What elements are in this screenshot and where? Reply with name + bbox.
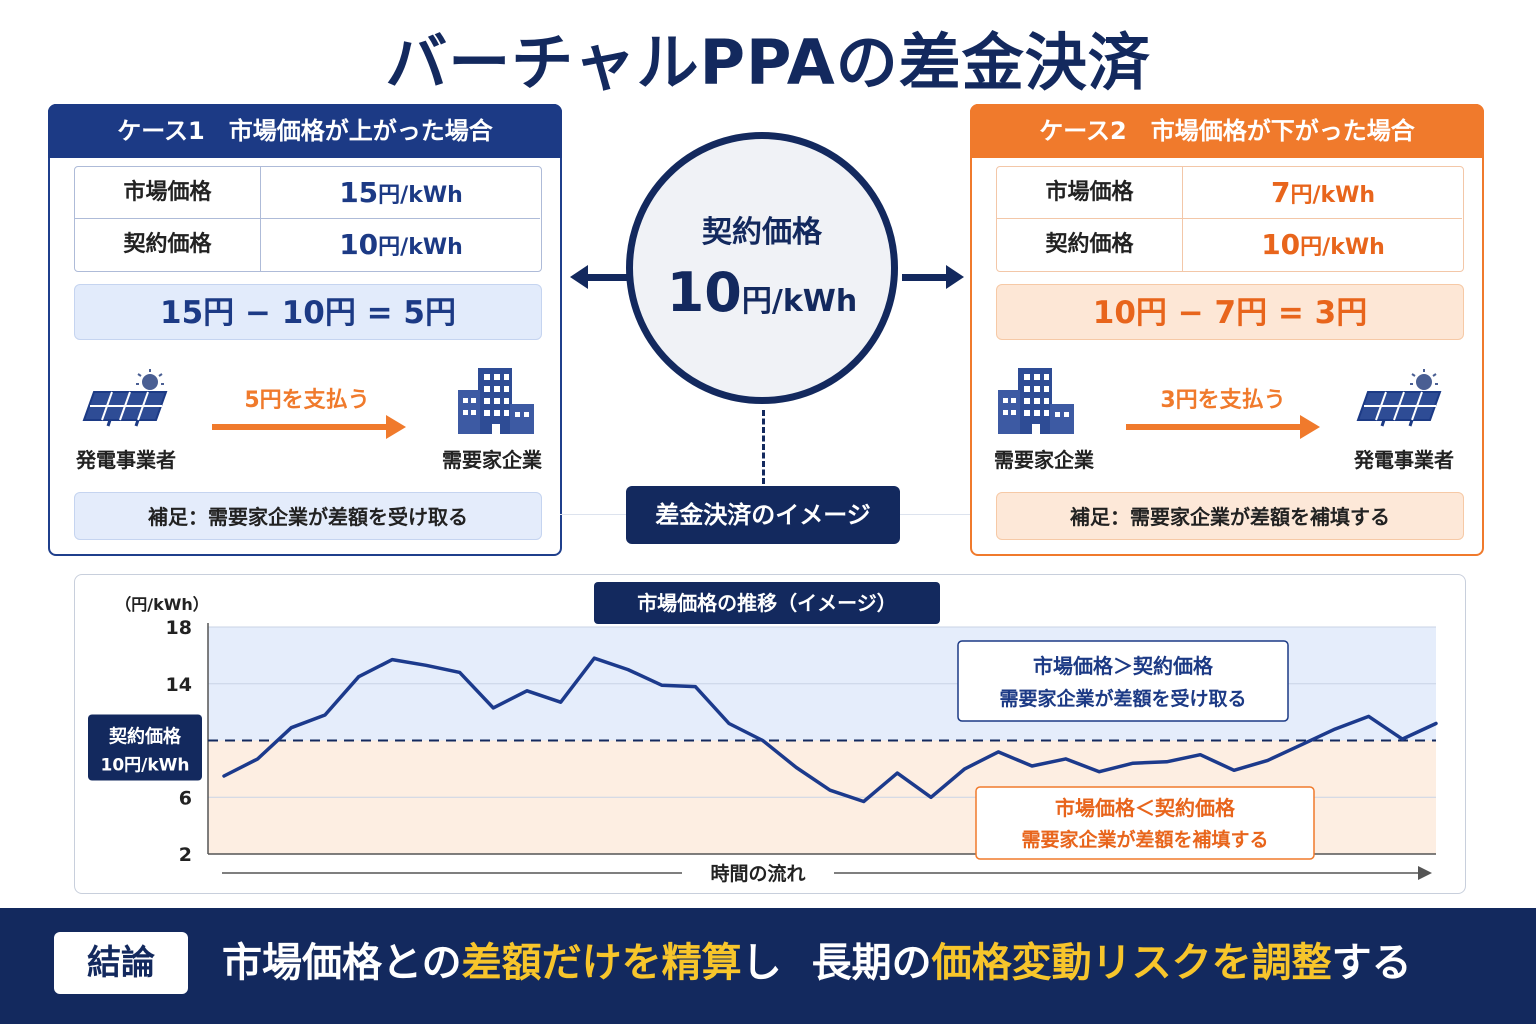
contract-price-badge-label: 契約価格: [108, 726, 182, 748]
case1-note: 補足：需要家企業が差額を受け取る: [74, 492, 542, 540]
center-connector: [762, 410, 765, 484]
conclusion-text: 市場価格との差額だけを精算し 長期の価格変動リスクを調整する: [222, 940, 1412, 986]
case1-contract-label: 契約価格: [75, 219, 261, 271]
market-price-line: [222, 656, 1438, 804]
solar-panel-icon: [82, 369, 168, 427]
case2-market-label: 市場価格: [997, 167, 1183, 219]
case1-from-party: 発電事業者: [76, 448, 176, 472]
left-arrow-icon: [570, 265, 632, 289]
y-axis-label: （円/kWh）: [115, 595, 209, 614]
case1-contract-value: 10円/kWh: [339, 228, 463, 261]
case2-contract-row: 契約価格 10円/kWh: [997, 219, 1462, 271]
conclusion-tag: 結論: [54, 932, 188, 994]
office-building-icon: [458, 368, 534, 434]
conclusion-bar: 結論 市場価格との差額だけを精算し 長期の価格変動リスクを調整する: [0, 908, 1536, 1024]
case2-panel: ケース2 市場価格が下がった場合 市場価格 7円/kWh 契約価格 10円/kW…: [970, 104, 1484, 556]
contract-price-circle: 契約価格 10円/kWh: [626, 132, 898, 404]
case2-payment-label: 3円を支払う: [1160, 388, 1286, 413]
y-tick-label: 2: [179, 844, 192, 866]
left-guide-line: [560, 514, 626, 515]
case2-from-party: 需要家企業: [994, 448, 1094, 472]
case2-note: 補足：需要家企業が差額を補填する: [996, 492, 1464, 540]
office-building-icon: [998, 368, 1074, 434]
settlement-image-tag: 差金決済のイメージ: [626, 486, 900, 544]
case2-contract-label: 契約価格: [997, 219, 1183, 271]
chart-title: 市場価格の推移（イメージ）: [594, 582, 940, 624]
contract-price-badge: [88, 714, 202, 781]
right-guide-line: [900, 514, 970, 515]
case1-contract-row: 契約価格 10円/kWh: [75, 219, 540, 271]
case1-payment-arrow: [212, 415, 406, 439]
case2-contract-value: 10円/kWh: [1261, 228, 1385, 261]
case1-price-table: 市場価格 15円/kWh 契約価格 10円/kWh: [74, 166, 542, 272]
contract-price-badge-value: 10円/kWh: [100, 756, 189, 776]
above-annotation-text: 需要家企業が差額を受け取る: [999, 687, 1246, 710]
case1-formula: 15円 − 10円 = 5円: [74, 284, 542, 340]
y-tick-label: 14: [166, 674, 192, 696]
case1-panel: ケース1 市場価格が上がった場合 市場価格 15円/kWh 契約価格 10円/k…: [48, 104, 562, 556]
case1-payment-label: 5円を支払う: [244, 388, 370, 413]
case2-price-table: 市場価格 7円/kWh 契約価格 10円/kWh: [996, 166, 1464, 272]
above-annotation-box: [957, 640, 1289, 722]
solar-panel-icon: [1356, 369, 1442, 427]
page-title: バーチャルPPAの差金決済: [385, 26, 1151, 99]
below-annotation-box: [975, 786, 1315, 860]
contract-price-label: 契約価格: [702, 215, 822, 250]
time-arrow-head-icon: [1418, 866, 1432, 880]
case2-market-value: 7円/kWh: [1270, 176, 1376, 209]
case2-header: ケース2 市場価格が下がった場合: [970, 104, 1484, 158]
y-tick-label: 18: [166, 617, 192, 639]
case2-market-row: 市場価格 7円/kWh: [997, 167, 1462, 219]
case1-header: ケース1 市場価格が上がった場合: [48, 104, 562, 158]
case2-formula: 10円 − 7円 = 3円: [996, 284, 1464, 340]
case1-market-value: 15円/kWh: [339, 176, 463, 209]
contract-price-value: 10円/kWh: [666, 261, 858, 324]
right-arrow-icon: [902, 265, 964, 289]
below-annotation-text: 需要家企業が差額を補填する: [1021, 828, 1268, 851]
case2-to-party: 発電事業者: [1354, 448, 1454, 472]
below-annotation-title: 市場価格＜契約価格: [1055, 796, 1236, 820]
case2-payment-arrow: [1126, 415, 1320, 439]
case1-to-party: 需要家企業: [442, 448, 542, 472]
case1-market-row: 市場価格 15円/kWh: [75, 167, 540, 219]
y-tick-label: 6: [179, 787, 192, 809]
case1-market-label: 市場価格: [75, 167, 261, 219]
above-annotation-title: 市場価格＞契約価格: [1033, 654, 1214, 678]
x-axis-label: 時間の流れ: [710, 862, 805, 885]
